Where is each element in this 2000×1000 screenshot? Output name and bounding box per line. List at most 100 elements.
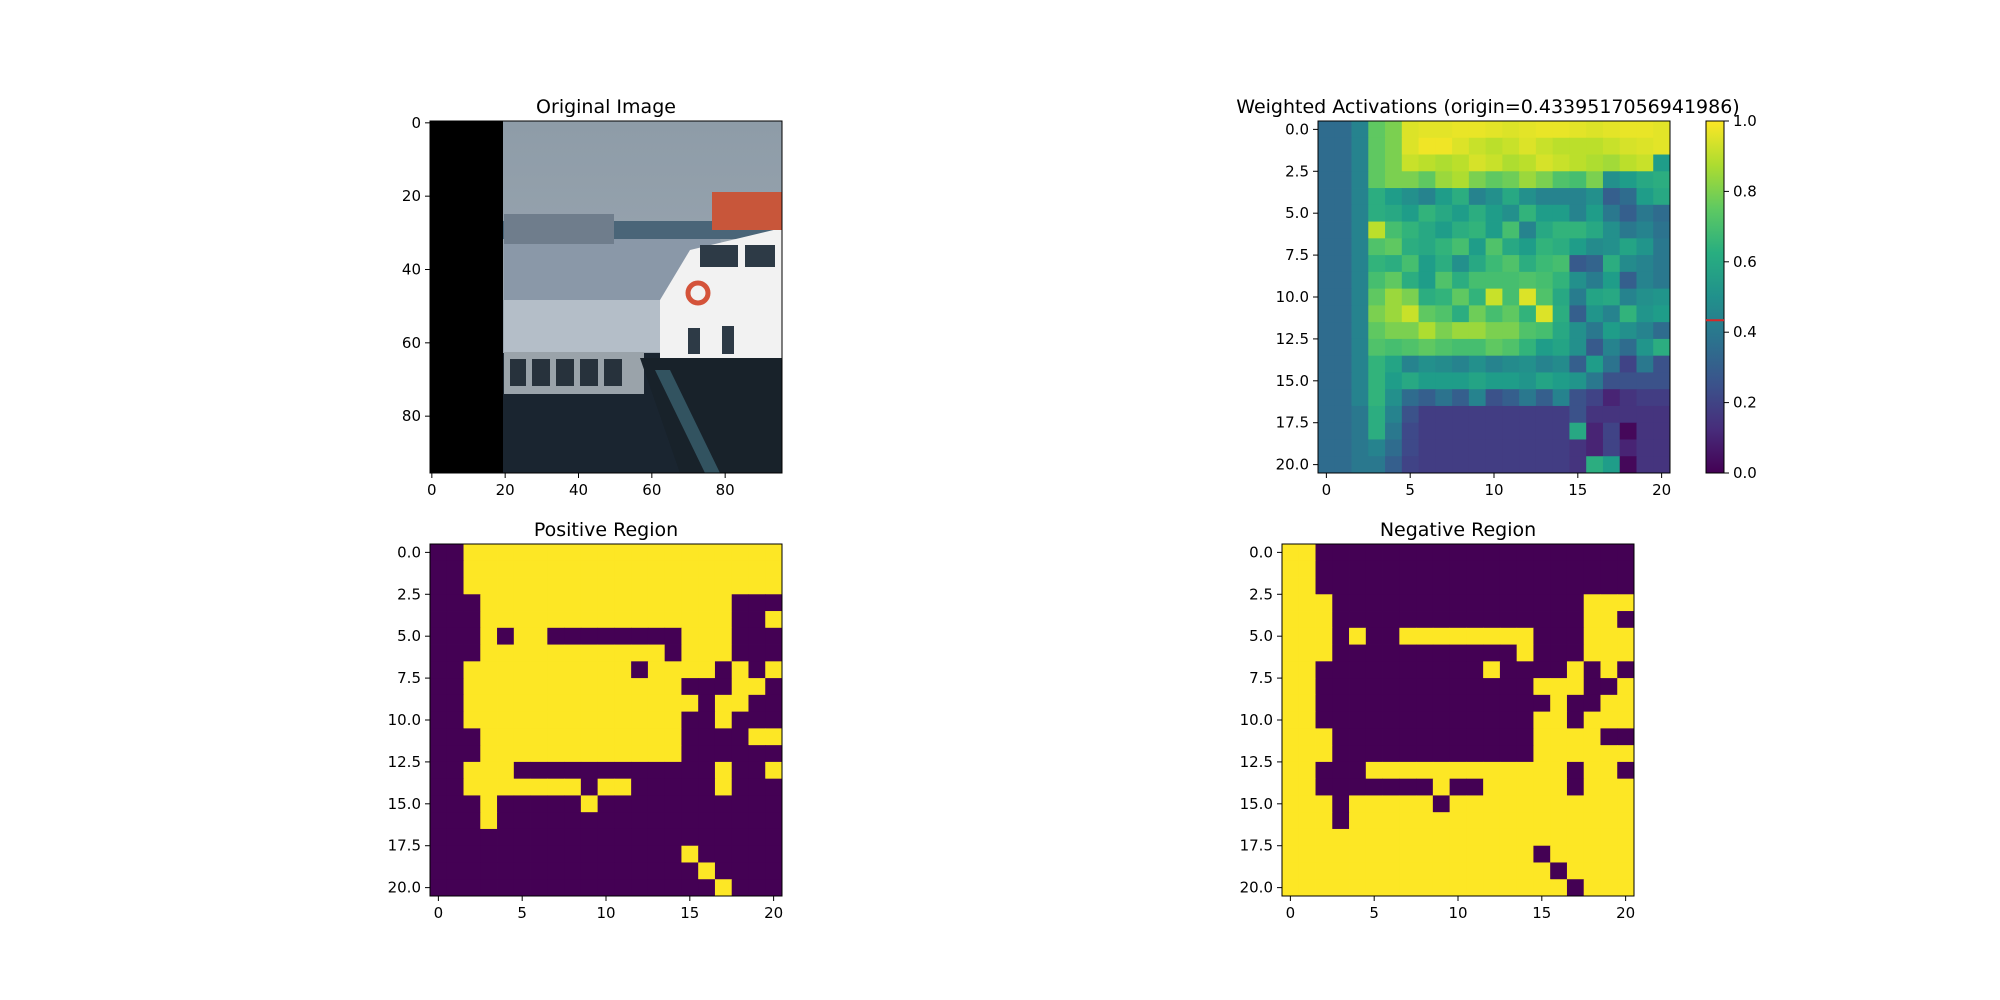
weighted-cell (1636, 288, 1654, 306)
weighted-cell (1351, 221, 1369, 239)
negative-cell (1298, 795, 1316, 813)
negative-cell (1365, 694, 1383, 713)
weighted-cell (1368, 171, 1386, 189)
weighted-cell (1502, 121, 1520, 139)
weighted-cell (1602, 238, 1621, 256)
negative-cell (1566, 594, 1585, 612)
weighted-cell (1334, 171, 1352, 189)
weighted-cell (1619, 405, 1637, 424)
positive-cell (698, 728, 716, 746)
weighted-cell (1368, 137, 1386, 155)
negative-cell (1483, 879, 1501, 897)
negative-cell (1533, 560, 1551, 578)
weighted-cell (1418, 439, 1436, 457)
weighted-cell (1552, 456, 1570, 474)
negative-cell (1600, 611, 1618, 629)
original-xtick-label-3: 60 (642, 481, 661, 499)
weighted-cell (1385, 439, 1403, 457)
positive-cell (463, 828, 481, 847)
positive-cell (731, 812, 749, 830)
positive-cell (748, 611, 766, 629)
positive-cell (513, 560, 531, 578)
negative-cell (1449, 879, 1467, 897)
weighted-cell (1519, 221, 1537, 239)
positive-cell (497, 862, 515, 880)
weighted-cell (1636, 137, 1654, 155)
positive-cell (463, 644, 481, 662)
positive-cell (731, 627, 749, 645)
positive-cell (765, 594, 783, 612)
weighted-cell (1586, 171, 1604, 189)
negative-cell (1399, 544, 1417, 562)
weighted-cell (1485, 322, 1503, 340)
positive-cell (664, 761, 682, 780)
weighted-cell (1569, 171, 1587, 189)
weighted-cell (1435, 322, 1453, 340)
weighted-cell (1351, 439, 1369, 457)
weighted-cell (1619, 338, 1637, 357)
negative-ytick-label-5: 12.5 (1240, 753, 1273, 771)
positive-cell (731, 694, 749, 713)
weighted-cell (1385, 389, 1403, 407)
heatmap-weighted (1318, 121, 1671, 474)
weighted-cell (1468, 288, 1487, 306)
negative-cell (1382, 795, 1400, 813)
negative-cell (1298, 644, 1316, 662)
positive-cell (564, 711, 582, 729)
negative-cell (1516, 560, 1534, 578)
positive-cell (463, 560, 481, 578)
positive-cell (681, 745, 699, 763)
weighted-cell (1586, 255, 1604, 273)
negative-cell (1315, 728, 1333, 746)
positive-cell (513, 828, 531, 847)
positive-cell (580, 694, 599, 713)
positive-cell (714, 845, 733, 863)
positive-cell (681, 812, 699, 830)
positive-cell (647, 795, 666, 813)
weighted-cell (1586, 439, 1604, 457)
photo-windows-d (580, 359, 598, 386)
weighted-cell (1351, 171, 1369, 189)
positive-cell (614, 879, 632, 897)
negative-cell (1432, 661, 1451, 679)
positive-cell (714, 795, 733, 813)
positive-cell (664, 594, 682, 612)
negative-cell (1332, 828, 1350, 847)
negative-cell (1382, 594, 1400, 612)
positive-ytick-label-6: 15.0 (388, 795, 421, 813)
positive-cell (631, 728, 649, 746)
weighted-cell (1502, 271, 1520, 290)
weighted-cell (1519, 137, 1537, 155)
negative-cell (1416, 879, 1434, 897)
negative-cell (1499, 644, 1518, 662)
weighted-cell (1368, 405, 1386, 424)
positive-cell (530, 560, 548, 578)
negative-cell (1332, 644, 1350, 662)
weighted-cell (1569, 305, 1587, 323)
positive-ytick-label-7: 17.5 (388, 837, 421, 855)
weighted-cell (1368, 355, 1386, 373)
negative-cell (1550, 594, 1568, 612)
colorbar: 0.0 0.2 0.4 0.6 0.8 1.0 (1705, 112, 1757, 482)
positive-cell (714, 711, 733, 729)
weighted-cell (1435, 154, 1453, 172)
weighted-cell (1636, 121, 1654, 139)
weighted-cell (1535, 422, 1554, 440)
negative-cell (1399, 644, 1417, 662)
negative-cell (1600, 862, 1618, 880)
positive-cell (748, 828, 766, 847)
negative-cell (1315, 678, 1333, 696)
weighted-cell (1586, 372, 1604, 390)
weighted-cell (1519, 422, 1537, 440)
positive-cell (597, 627, 615, 645)
positive-cell (748, 862, 766, 880)
weighted-cell (1452, 204, 1470, 222)
negative-cell (1617, 694, 1635, 713)
weighted-cell (1619, 221, 1637, 239)
negative-cell (1550, 728, 1568, 746)
weighted-cell (1318, 255, 1336, 273)
weighted-cell (1569, 221, 1587, 239)
weighted-cell (1619, 171, 1637, 189)
weighted-cell (1368, 338, 1386, 357)
positive-cell (597, 560, 615, 578)
